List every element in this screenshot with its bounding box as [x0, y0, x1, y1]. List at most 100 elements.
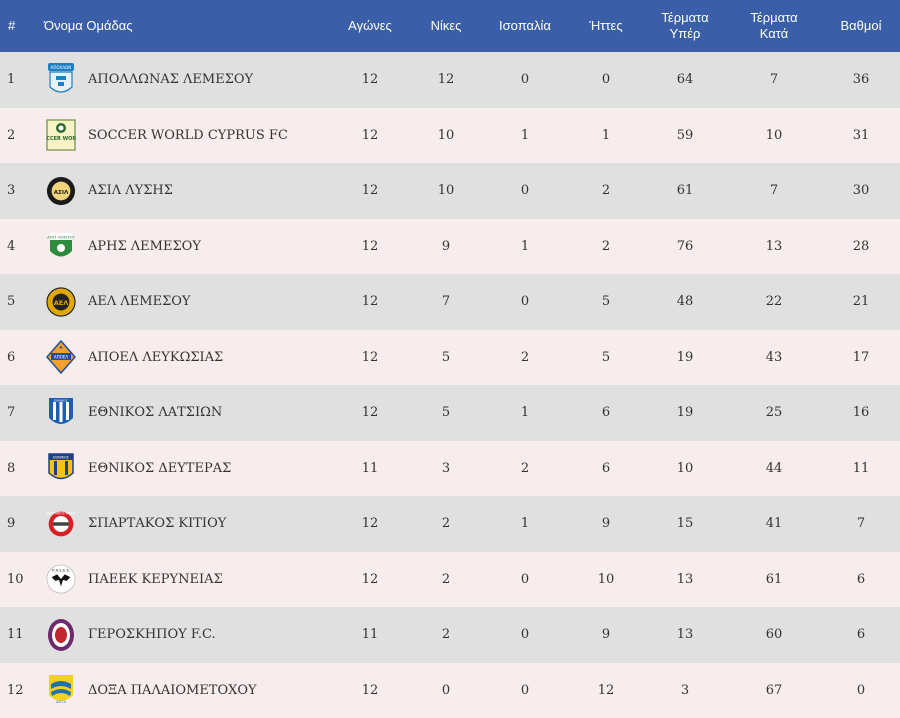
svg-text:ΑΠΟΕΛ: ΑΠΟΕΛ — [54, 355, 68, 360]
team-cell[interactable]: Π.Α.Ε.Ε.Κ.ΠΑΕΕΚ ΚΕΡΥΝΕΙΑΣ — [44, 552, 330, 608]
losses-cell: 12 — [568, 663, 644, 718]
losses-cell: 9 — [568, 607, 644, 663]
played-cell: 11 — [330, 441, 410, 497]
header-position[interactable]: # — [0, 0, 44, 52]
ael-crest-icon: ΑΕΛ — [46, 285, 76, 319]
losses-cell: 1 — [568, 108, 644, 164]
position-cell: 12 — [0, 663, 44, 718]
team-name[interactable]: ΔΟΞΑ ΠΑΛΑΙΟΜΕΤΟΧΟΥ — [88, 683, 257, 698]
position-cell: 7 — [0, 385, 44, 441]
svg-text:ΑΡΗΣ ΛΕΜΕΣΟΥ: ΑΡΗΣ ΛΕΜΕΣΟΥ — [47, 236, 75, 240]
draws-cell: 2 — [482, 441, 568, 497]
position-cell: 10 — [0, 552, 44, 608]
gf-cell: 19 — [644, 385, 726, 441]
team-cell[interactable]: ΑΠΟΕΛ★ΑΠΟΕΛ ΛΕΥΚΩΣΙΑΣ — [44, 330, 330, 386]
points-cell: 6 — [822, 552, 900, 608]
draws-cell: 0 — [482, 607, 568, 663]
team[interactable]: ΑΡΗΣ ΛΕΜΕΣΟΥ ΑΡΗΣ ΛΕΜΕΣΟΥ — [44, 229, 330, 263]
points-cell: 28 — [822, 219, 900, 275]
ga-cell: 61 — [726, 552, 822, 608]
played-cell: 12 — [330, 385, 410, 441]
header-played[interactable]: Αγώνες — [330, 0, 410, 52]
team-name[interactable]: ΑΣΙΛ ΛΥΣΗΣ — [88, 183, 173, 198]
team-cell[interactable]: SOCCER WORLD SOCCER WORLD CYPRUS FC — [44, 108, 330, 164]
team[interactable]: ΓΕΡΟΣΚΗΠΟΥ F.C. — [44, 618, 330, 652]
ga-cell: 7 — [726, 163, 822, 219]
gf-cell: 3 — [644, 663, 726, 718]
played-cell: 12 — [330, 219, 410, 275]
draws-cell: 0 — [482, 663, 568, 718]
header-goals-against-line1: Τέρματα — [750, 10, 797, 25]
ga-cell: 43 — [726, 330, 822, 386]
position-cell: 9 — [0, 496, 44, 552]
team-name[interactable]: ΣΠΑΡΤΑΚΟΣ ΚΙΤΙΟΥ — [88, 516, 226, 531]
team[interactable]: ΑΠΟΕΛ★ΑΠΟΕΛ ΛΕΥΚΩΣΙΑΣ — [44, 340, 330, 374]
gf-cell: 13 — [644, 607, 726, 663]
team-name[interactable]: ΕΘΝΙΚΟΣ ΛΑΤΣΙΩΝ — [88, 405, 222, 420]
position-cell: 11 — [0, 607, 44, 663]
team-cell[interactable]: ΑΡΗΣ ΛΕΜΕΣΟΥ ΑΡΗΣ ΛΕΜΕΣΟΥ — [44, 219, 330, 275]
position-cell: 5 — [0, 274, 44, 330]
team-name[interactable]: ΓΕΡΟΣΚΗΠΟΥ F.C. — [88, 627, 216, 642]
header-draws[interactable]: Ισοπαλία — [482, 0, 568, 52]
ga-cell: 60 — [726, 607, 822, 663]
team-cell[interactable]: ΑΕΛ ΑΕΛ ΛΕΜΕΣΟΥ — [44, 274, 330, 330]
soccer-world-crest-icon: SOCCER WORLD — [46, 118, 76, 152]
team-name[interactable]: ΑΠΟΛΛΩΝΑΣ ΛΕΜΕΣΟΥ — [88, 72, 253, 87]
team-cell[interactable]: ΓΕΡΟΣΚΗΠΟΥ F.C. — [44, 607, 330, 663]
points-cell: 16 — [822, 385, 900, 441]
team[interactable]: ΑΕΛ ΑΕΛ ΛΕΜΕΣΟΥ — [44, 285, 330, 319]
gf-cell: 19 — [644, 330, 726, 386]
losses-cell: 10 — [568, 552, 644, 608]
played-cell: 12 — [330, 274, 410, 330]
team-name[interactable]: ΠΑΕΕΚ ΚΕΡΥΝΕΙΑΣ — [88, 572, 223, 587]
wins-cell: 2 — [410, 496, 482, 552]
wins-cell: 2 — [410, 607, 482, 663]
team-name[interactable]: ΕΘΝΙΚΟΣ ΔΕΥΤΕΡΑΣ — [88, 461, 231, 476]
team[interactable]: SOCCER WORLD SOCCER WORLD CYPRUS FC — [44, 118, 330, 152]
team[interactable]: Π.Α.Ε.Ε.Κ.ΠΑΕΕΚ ΚΕΡΥΝΕΙΑΣ — [44, 562, 330, 596]
team-name[interactable]: ΑΡΗΣ ΛΕΜΕΣΟΥ — [88, 239, 201, 254]
header-points[interactable]: Βαθμοί — [822, 0, 900, 52]
table-row[interactable]: 2SOCCER WORLDSOCCER WORLD CYPRUS FC12101… — [0, 108, 900, 164]
header-team-name[interactable]: Όνομα Ομάδας — [44, 0, 330, 52]
losses-cell: 2 — [568, 163, 644, 219]
team-name[interactable]: ΑΕΛ ΛΕΜΕΣΟΥ — [88, 294, 191, 309]
header-goals-for-line2: Υπέρ — [670, 26, 701, 41]
ga-cell: 67 — [726, 663, 822, 718]
header-losses[interactable]: Ήττες — [568, 0, 644, 52]
points-cell: 36 — [822, 52, 900, 108]
draws-cell: 1 — [482, 108, 568, 164]
losses-cell: 0 — [568, 52, 644, 108]
header-wins[interactable]: Νίκες — [410, 0, 482, 52]
team-name[interactable]: SOCCER WORLD CYPRUS FC — [88, 128, 288, 143]
team-name[interactable]: ΑΠΟΕΛ ΛΕΥΚΩΣΙΑΣ — [88, 350, 223, 365]
position-cell: 8 — [0, 441, 44, 497]
